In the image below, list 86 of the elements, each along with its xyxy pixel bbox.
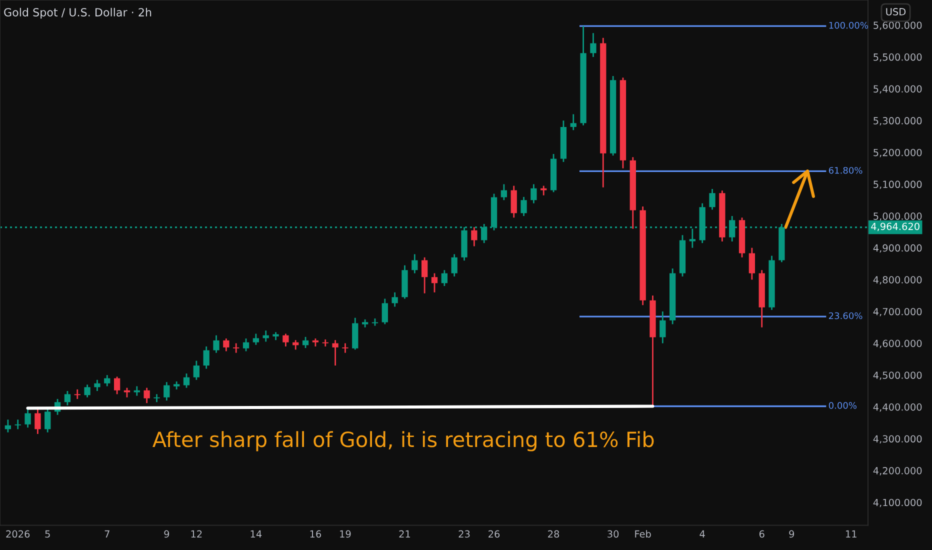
candlestick (134, 386, 140, 396)
candlestick (748, 247, 756, 280)
candlestick (431, 272, 438, 294)
candlestick (64, 390, 71, 406)
x-tick-label: 9 (789, 530, 794, 538)
y-tick-label: 4,800.000 (873, 276, 922, 284)
x-tick-label: 4 (700, 530, 705, 538)
annotation: 0.00% (828, 402, 856, 409)
x-tick-label: 12 (191, 530, 202, 538)
y-tick-label: 5,500.000 (874, 53, 922, 62)
candlestick (233, 342, 240, 354)
y-axis-title: USD (886, 8, 906, 16)
y-tick-label: 5,600.000 (874, 22, 922, 30)
x-tick-label: 7 (104, 530, 110, 538)
x-tick-label: 14 (250, 530, 262, 538)
y-tick-label: 5,400.000 (874, 85, 922, 94)
y-tick-label: 4,700.000 (873, 308, 922, 316)
candlestick (124, 387, 130, 398)
candlestick (213, 334, 220, 354)
annotation: 23.60% (828, 312, 862, 320)
candlestick (223, 338, 230, 352)
candlestick (183, 372, 190, 389)
candlestick (154, 393, 160, 403)
candlestick (114, 376, 120, 395)
x-tick-label: 28 (548, 530, 560, 538)
candlestick (322, 338, 328, 348)
candlestick (471, 226, 478, 247)
candlestick (242, 338, 250, 352)
candlestick (382, 298, 388, 325)
x-tick-label: 30 (608, 530, 619, 538)
candlestick (164, 381, 170, 402)
x-tick-label: Feb (635, 530, 651, 538)
x-tick-label: 19 (340, 530, 351, 538)
candlestick (570, 114, 576, 131)
text: Gold Spot / U.S. Dollar · 2h (4, 8, 152, 19)
candlestick (590, 32, 596, 58)
y-tick-label: 4,900.000 (873, 244, 922, 253)
y-tick-label: 4,600.000 (873, 340, 922, 348)
y-tick-label: 4,200.000 (873, 467, 922, 476)
candlestick (14, 418, 21, 430)
candlestick (500, 184, 508, 201)
annotation: After sharp fall of Gold, it is retracing to 61% Fib (152, 431, 654, 452)
x-tick-label: 11 (846, 530, 856, 538)
candlestick (520, 196, 527, 217)
candlestick (104, 374, 110, 387)
candlestick (530, 184, 537, 204)
candlestick (392, 292, 398, 308)
candlestick (441, 269, 448, 287)
y-tick-label: 5,200.000 (874, 148, 922, 158)
ref-line-label: 4,964.620 (871, 222, 920, 232)
x-tick-label: 5 (45, 530, 50, 538)
candlestick (422, 256, 428, 294)
candlestick (660, 310, 666, 344)
candlestick (74, 388, 80, 400)
candlestick (144, 387, 150, 404)
candlestick (84, 384, 90, 398)
candlestick (94, 379, 100, 392)
candlestick (332, 339, 338, 366)
y-tick-label: 4,100.000 (873, 498, 922, 508)
candlestick (252, 333, 260, 346)
candlestick (44, 408, 51, 434)
candlestick (451, 254, 458, 278)
y-tick-label: 4,500.000 (873, 372, 922, 380)
candlestick (510, 185, 517, 218)
candlestick (193, 360, 200, 381)
candlestick (709, 188, 716, 210)
annotation: 100.00% (829, 22, 868, 29)
y-tick-label: 5,300.000 (874, 117, 922, 126)
x-tick-label: 23 (458, 530, 470, 538)
candlestick (342, 342, 348, 354)
x-tick-label: 9 (164, 530, 170, 538)
candlestick (24, 408, 31, 428)
candlestick (412, 254, 418, 274)
y-tick-label: 4,300.000 (873, 435, 922, 444)
x-tick-label: 21 (399, 530, 410, 538)
y-tick-label: 4,400.000 (873, 403, 922, 412)
x-tick-label: 6 (759, 530, 764, 538)
candlestick (302, 336, 309, 349)
candlestick (203, 346, 210, 370)
candlestick (282, 333, 289, 348)
annotation: 61.80% (828, 166, 862, 174)
y-tick-label: 5,000.000 (874, 212, 922, 221)
x-tick-label: 16 (310, 530, 322, 538)
x-tick-label: 2026 (6, 530, 30, 538)
y-tick-label: 5,100.000 (874, 180, 922, 190)
x-tick-label: 26 (488, 530, 500, 538)
